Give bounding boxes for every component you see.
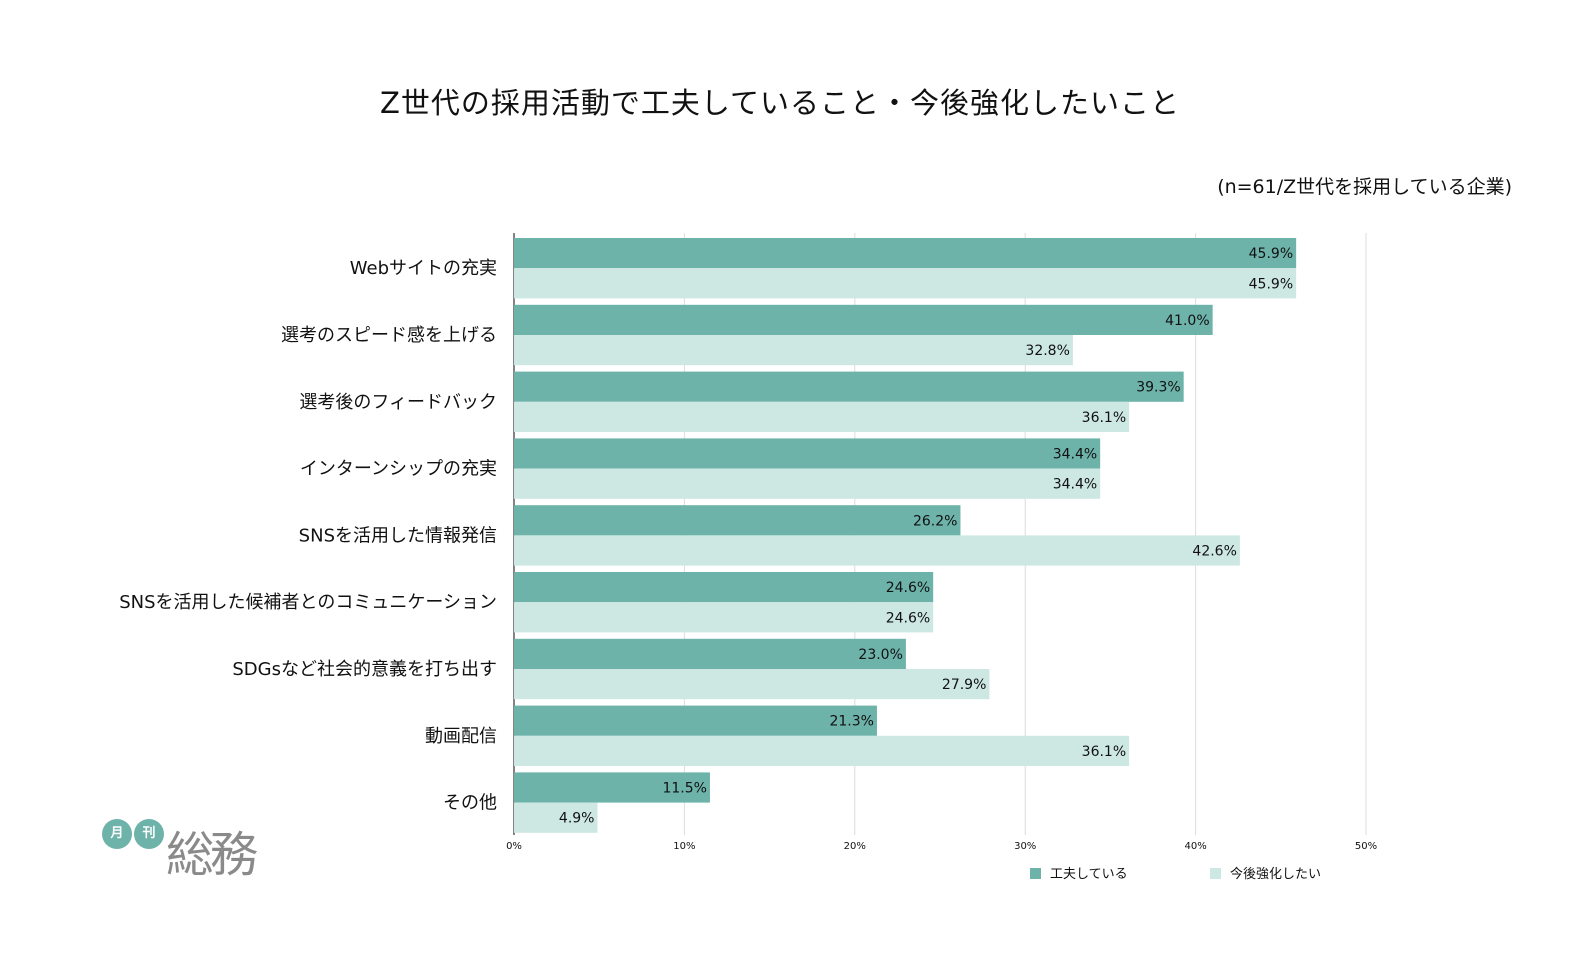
data-label: 45.9%	[1249, 246, 1293, 262]
sample-note: (n=61/Z世代を採用している企業)	[1217, 176, 1512, 198]
bar	[514, 468, 1101, 499]
logo: 月 刊 総務	[100, 815, 270, 883]
data-label: 42.6%	[1192, 544, 1236, 560]
x-tick-label: 30%	[1014, 841, 1036, 852]
x-tick-label: 0%	[506, 841, 522, 852]
bar	[514, 638, 906, 669]
data-label: 23.0%	[858, 647, 902, 663]
category-label: 動画配信	[425, 726, 497, 747]
data-label: 11.5%	[662, 781, 706, 797]
x-tick-label: 40%	[1184, 841, 1206, 852]
bar	[514, 238, 1297, 269]
chart-title: Z世代の採用活動で工夫していること・今後強化したいこと	[380, 86, 1180, 120]
bar	[514, 268, 1297, 299]
data-label: 24.6%	[886, 580, 930, 596]
data-label: 27.9%	[942, 677, 986, 693]
bar	[514, 401, 1130, 432]
bar	[514, 602, 934, 633]
bar	[514, 535, 1240, 566]
logo-name: 総務	[166, 827, 258, 883]
bar	[514, 735, 1130, 766]
legend-label: 今後強化したい	[1230, 866, 1321, 882]
category-label: その他	[443, 793, 497, 814]
logo-badge-month: 月	[102, 819, 132, 849]
category-label: 選考のスピード感を上げる	[281, 325, 497, 346]
legend-label: 工夫している	[1050, 867, 1128, 882]
legend-swatch	[1210, 868, 1221, 879]
bar	[514, 772, 710, 803]
bar	[514, 572, 934, 603]
data-label: 39.3%	[1136, 380, 1180, 396]
data-label: 41.0%	[1165, 313, 1209, 329]
logo-badge-issue: 刊	[134, 819, 164, 849]
bar	[514, 802, 598, 833]
bar	[514, 438, 1101, 469]
category-label: SNSを活用した候補者とのコミュニケーション	[119, 592, 497, 613]
bar	[514, 669, 990, 700]
category-label: インターンシップの充実	[300, 459, 497, 480]
x-tick-label: 50%	[1355, 841, 1377, 852]
data-label: 45.9%	[1249, 276, 1293, 292]
x-tick-label: 10%	[673, 841, 695, 852]
bar	[514, 335, 1073, 366]
data-label: 32.8%	[1025, 343, 1069, 359]
data-label: 36.1%	[1082, 410, 1126, 426]
category-label: SNSを活用した情報発信	[299, 525, 497, 546]
category-label: Webサイトの充実	[350, 258, 497, 279]
bar	[514, 705, 877, 736]
bar	[514, 304, 1213, 335]
category-label: SDGsなど社会的意義を打ち出す	[232, 659, 497, 680]
data-label: 21.3%	[829, 714, 873, 730]
bar	[514, 505, 961, 536]
data-label: 34.4%	[1053, 477, 1097, 493]
legend-swatch	[1030, 868, 1041, 879]
data-label: 36.1%	[1082, 744, 1126, 760]
data-label: 4.9%	[559, 811, 595, 827]
x-tick-label: 20%	[844, 841, 866, 852]
bar	[514, 371, 1184, 402]
data-label: 24.6%	[886, 610, 930, 626]
data-label: 34.4%	[1053, 447, 1097, 463]
data-label: 26.2%	[913, 513, 957, 529]
category-label: 選考後のフィードバック	[299, 392, 497, 413]
